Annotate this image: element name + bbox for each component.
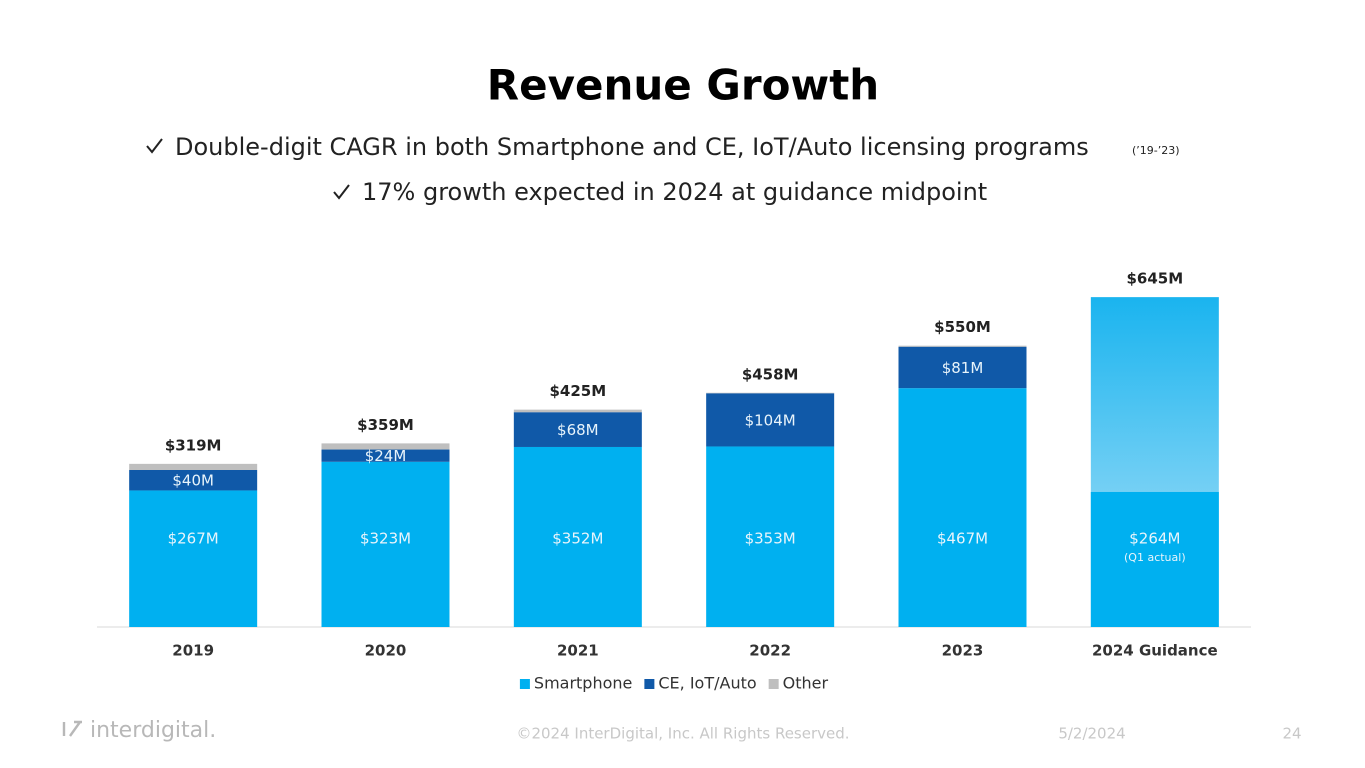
bar-segment bbox=[129, 490, 258, 627]
bar-segment bbox=[129, 469, 258, 491]
x-tick-label: 2019 bbox=[172, 642, 214, 660]
copyright: ©2024 InterDigital, Inc. All Rights Rese… bbox=[516, 725, 849, 743]
bar-segment bbox=[706, 392, 835, 394]
x-tick-label: 2021 bbox=[557, 642, 599, 660]
logo-icon bbox=[62, 720, 82, 737]
bar-segment bbox=[1090, 491, 1219, 627]
bar-segment bbox=[706, 393, 835, 447]
data-label: $352M bbox=[552, 530, 603, 548]
check-icon bbox=[146, 138, 163, 154]
data-label: $24M bbox=[365, 447, 407, 465]
date: 5/2/2024 bbox=[1058, 725, 1125, 743]
legend-label: Other bbox=[783, 674, 829, 693]
bar-segment bbox=[513, 446, 642, 627]
legend-swatch bbox=[644, 679, 655, 689]
bar-segment bbox=[321, 461, 450, 627]
bar-segment bbox=[129, 463, 258, 470]
bar-segment bbox=[898, 345, 1027, 347]
check-icon bbox=[333, 184, 350, 200]
bar-segment bbox=[321, 449, 450, 462]
data-label: $264M bbox=[1129, 530, 1180, 548]
x-tick-label: 2024 Guidance bbox=[1092, 642, 1218, 660]
total-label: $550M bbox=[934, 318, 991, 336]
x-tick-label: 2020 bbox=[365, 642, 407, 660]
logo-text: interdigital. bbox=[90, 718, 216, 743]
bar-segment bbox=[706, 446, 835, 627]
bar-segment bbox=[898, 346, 1027, 389]
data-label: $467M bbox=[937, 530, 988, 548]
bar-segment bbox=[898, 388, 1027, 627]
annotation: (Q1 actual) bbox=[1124, 551, 1186, 564]
legend-label: CE, IoT/Auto bbox=[658, 674, 756, 693]
legend-swatch bbox=[519, 679, 530, 689]
bullet-text: 17% growth expected in 2024 at guidance … bbox=[362, 178, 987, 206]
bar-segment bbox=[513, 412, 642, 447]
legend-label: Smartphone bbox=[534, 674, 632, 693]
legend-swatch bbox=[768, 679, 779, 689]
data-label: $81M bbox=[942, 359, 984, 377]
total-label: $458M bbox=[742, 365, 799, 383]
slide-title: Revenue Growth bbox=[487, 61, 879, 110]
total-label: $359M bbox=[357, 416, 414, 434]
bullet-note: (’19-’23) bbox=[1132, 144, 1180, 157]
data-label: $40M bbox=[172, 472, 214, 490]
total-label: $319M bbox=[165, 436, 222, 454]
page-number: 24 bbox=[1282, 725, 1301, 743]
bullet-text: Double-digit CAGR in both Smartphone and… bbox=[175, 133, 1089, 161]
bar-segment bbox=[513, 409, 642, 413]
chart: 2019 $267M $40M $319M 2020 $323M $24M $359M 2021… bbox=[97, 270, 1251, 693]
data-label: $353M bbox=[745, 530, 796, 548]
bar-segment bbox=[321, 443, 450, 450]
data-label: $68M bbox=[557, 421, 599, 439]
data-label: $104M bbox=[745, 411, 796, 429]
x-tick-label: 2023 bbox=[942, 642, 984, 660]
x-tick-label: 2022 bbox=[749, 642, 791, 660]
data-label: $267M bbox=[168, 530, 219, 548]
total-label: $645M bbox=[1126, 270, 1183, 288]
total-label: $425M bbox=[549, 382, 606, 400]
data-label: $323M bbox=[360, 530, 411, 548]
